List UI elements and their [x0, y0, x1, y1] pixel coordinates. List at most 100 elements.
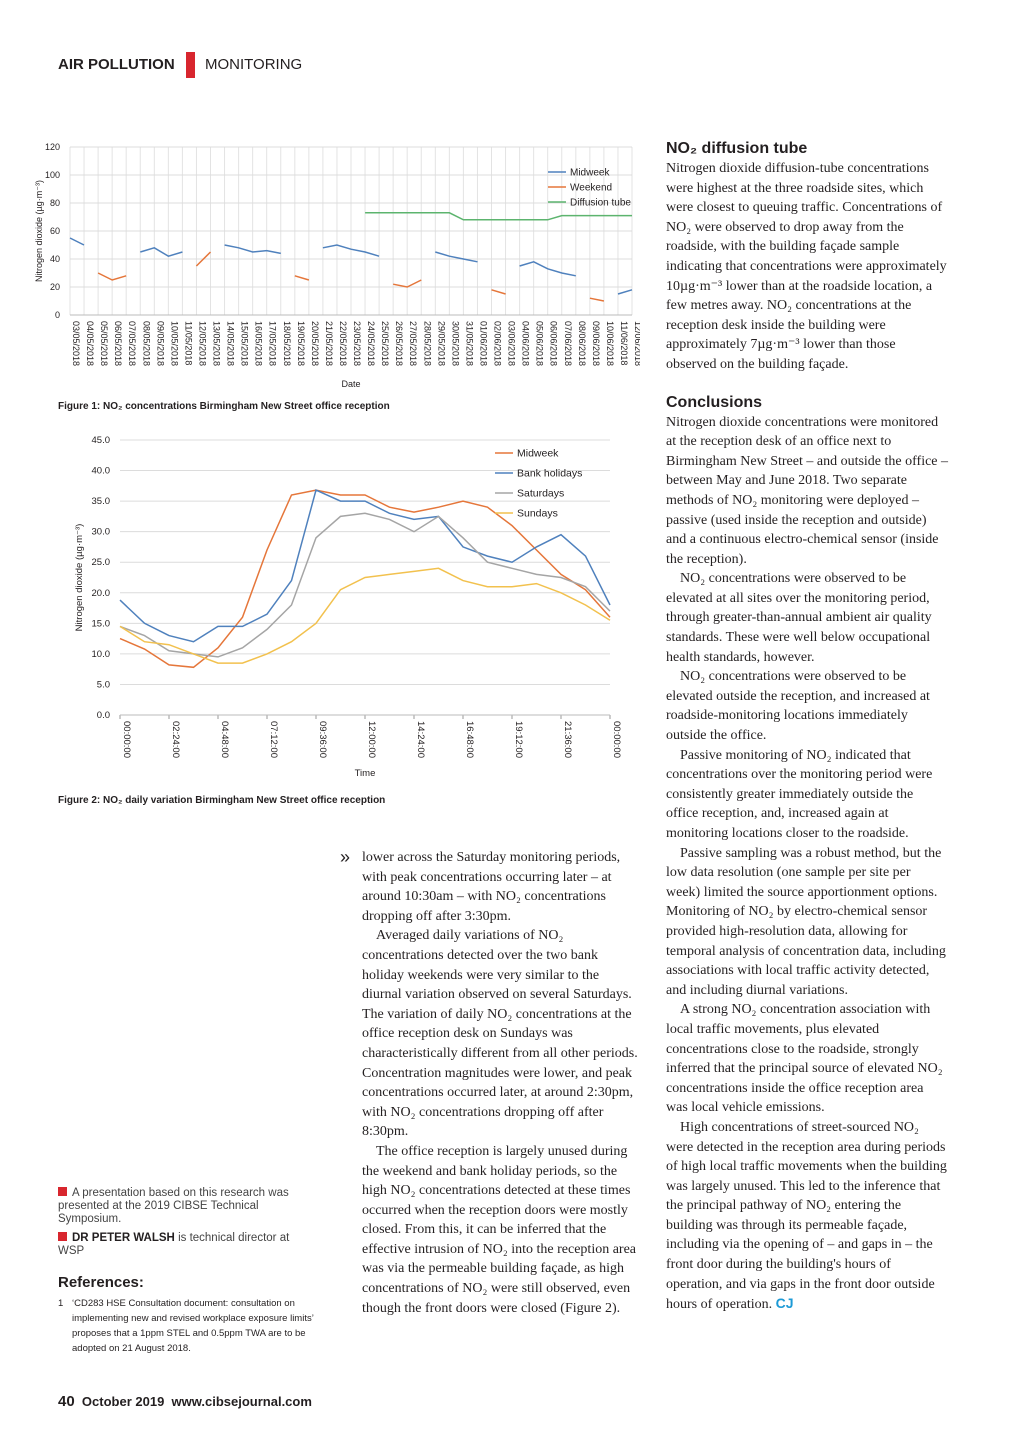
reference-number: 1 — [58, 1298, 64, 1309]
x-axis-title: Time — [355, 768, 376, 779]
x-tick-label: 23/05/2018 — [352, 321, 362, 366]
x-tick-label: 30/05/2018 — [450, 321, 460, 366]
author-role: is technical director at WSP — [58, 1232, 290, 1257]
y-tick-label: 5.0 — [97, 679, 110, 690]
data-line — [119, 489, 611, 643]
x-tick-label: 19/05/2018 — [296, 321, 306, 366]
paragraph: A strong NO₂ concentration association w… — [666, 1000, 948, 1118]
x-tick-label: 09:36:00 — [317, 721, 328, 758]
data-line — [119, 489, 611, 669]
data-line — [119, 567, 611, 664]
y-tick-label: 10.0 — [92, 649, 111, 660]
data-line — [119, 512, 611, 658]
sidebar: A presentation based on this research wa… — [58, 1187, 298, 1258]
x-tick-label: 19:12:00 — [513, 721, 524, 758]
paragraph-text: Passive monitoring of NO₂ indicated that… — [666, 747, 933, 841]
legend-label: Midweek — [517, 448, 559, 460]
x-tick-label: 31/05/2018 — [464, 321, 474, 366]
end-mark: CJ — [775, 1295, 794, 1312]
data-line — [97, 251, 605, 302]
paragraph: NO₂ concentrations were observed to be e… — [666, 569, 948, 667]
chart: 00:00:00 02:24:00 04:48:00 07:12:00 09:36:00… — [74, 435, 622, 779]
x-tick-label: 25/05/2018 — [380, 321, 390, 366]
x-tick-label: 01/06/2018 — [478, 321, 488, 366]
footer: 40 October 2019 www.cibsejournal.com — [58, 1393, 312, 1410]
x-tick-label: 15/05/2018 — [240, 321, 250, 366]
continuation-mark: » — [340, 847, 351, 867]
chart: 03/05/2018 04/05/2018 05/05/2018 06/05/2018… — [34, 142, 640, 389]
paragraph: NO₂ concentrations were observed to be e… — [666, 667, 948, 745]
legend-label: Diffusion tube — [570, 198, 631, 209]
x-tick-label: 07/05/2018 — [127, 321, 137, 366]
y-tick-label: 100 — [45, 170, 60, 180]
x-tick-label: 11/06/2018 — [619, 321, 629, 365]
x-tick-label: 00:00:00 — [611, 721, 622, 758]
legend-label: Saturdays — [517, 488, 564, 500]
y-axis-title: Nitrogen dioxide (µg·m⁻³) — [74, 524, 85, 632]
x-tick-label: 04:48:00 — [219, 721, 230, 758]
x-tick-label: 08/06/2018 — [577, 321, 587, 366]
subsection-title: MONITORING — [205, 56, 303, 73]
section-heading: Conclusions — [666, 393, 763, 411]
x-tick-label: 12/06/2018 — [633, 321, 640, 366]
paragraph-text: NO₂ concentrations were observed to be e… — [666, 669, 930, 744]
x-tick-label: 07/06/2018 — [563, 321, 573, 366]
x-tick-label: 16:48:00 — [464, 721, 475, 758]
y-tick-label: 40.0 — [92, 466, 111, 477]
x-tick-label: 02:24:00 — [170, 721, 181, 758]
y-axis-title: Nitrogen dioxide (µg·m⁻³) — [34, 180, 44, 282]
x-tick-label: 05/06/2018 — [535, 321, 545, 366]
x-tick-label: 04/05/2018 — [85, 321, 95, 366]
paragraph: » lower across the Saturday monitoring pe… — [340, 847, 640, 926]
x-tick-label: 08/05/2018 — [141, 321, 151, 366]
header-bar — [186, 52, 195, 78]
y-tick-label: 35.0 — [92, 496, 111, 507]
x-tick-label: 17/05/2018 — [268, 321, 278, 366]
x-tick-label: 05/05/2018 — [99, 321, 109, 366]
y-tick-label: 15.0 — [92, 618, 111, 629]
paragraph-text: Averaged daily variations of NO₂ concent… — [362, 928, 638, 1140]
x-tick-label: 09/06/2018 — [591, 321, 601, 366]
issue: October 2019 — [81, 1394, 165, 1409]
reference: 1 ‘CD283 HSE Consultation document: cons… — [58, 1296, 320, 1356]
paragraph-text: High concentrations of street-sourced NO… — [666, 1119, 947, 1313]
figure-caption: Figure 1: NO₂ concentrations Birmingham … — [58, 401, 390, 412]
reference-text: ‘CD283 HSE Consultation document: consul… — [72, 1298, 314, 1354]
x-tick-label: 16/05/2018 — [254, 321, 264, 366]
y-tick-label: 80 — [50, 198, 60, 208]
paragraph: Nitrogen dioxide diffusion-tube concentr… — [666, 159, 948, 375]
x-tick-label: 28/05/2018 — [422, 321, 432, 366]
x-axis-title: Date — [341, 379, 360, 389]
legend-label: Weekend — [570, 183, 612, 194]
x-tick-label: 21/05/2018 — [324, 321, 334, 366]
x-tick-label: 07:12:00 — [268, 721, 279, 758]
legend-label: Midweek — [570, 168, 610, 179]
x-tick-label: 22/05/2018 — [338, 321, 348, 366]
paragraph-text: The office reception is largely unused d… — [362, 1143, 637, 1316]
figure-caption: Figure 2: NO₂ daily variation Birmingham… — [58, 795, 386, 806]
note: A presentation based on this research wa… — [58, 1187, 289, 1225]
y-tick-label: 45.0 — [92, 435, 111, 446]
x-tick-label: 18/05/2018 — [282, 321, 292, 366]
paragraph: Nitrogen dioxide concentrations were mon… — [666, 413, 948, 570]
paragraph: Averaged daily variations of NO₂ concent… — [362, 926, 640, 1142]
x-tick-label: 03/06/2018 — [507, 321, 517, 366]
x-tick-label: 29/05/2018 — [436, 321, 446, 366]
y-tick-label: 60 — [50, 226, 60, 236]
y-tick-label: 20 — [50, 282, 60, 292]
x-tick-label: 10/05/2018 — [169, 321, 179, 366]
paragraph-text: NO₂ concentrations were observed to be e… — [666, 571, 932, 665]
x-tick-label: 26/05/2018 — [394, 321, 404, 366]
references-title: References: — [58, 1274, 144, 1291]
paragraph: The office reception is largely unused d… — [362, 1142, 640, 1318]
paragraph: Passive monitoring of NO₂ indicated that… — [666, 746, 948, 844]
x-tick-label: 11/05/2018 — [183, 321, 193, 365]
x-tick-label: 12/05/2018 — [197, 321, 207, 366]
page-number: 40 — [58, 1393, 75, 1410]
y-tick-label: 40 — [50, 254, 60, 264]
x-tick-label: 20/05/2018 — [310, 321, 320, 366]
paragraph-text: lower across the Saturday monitoring per… — [362, 850, 621, 924]
x-tick-label: 14:24:00 — [415, 721, 426, 758]
x-tick-label: 27/05/2018 — [408, 321, 418, 366]
